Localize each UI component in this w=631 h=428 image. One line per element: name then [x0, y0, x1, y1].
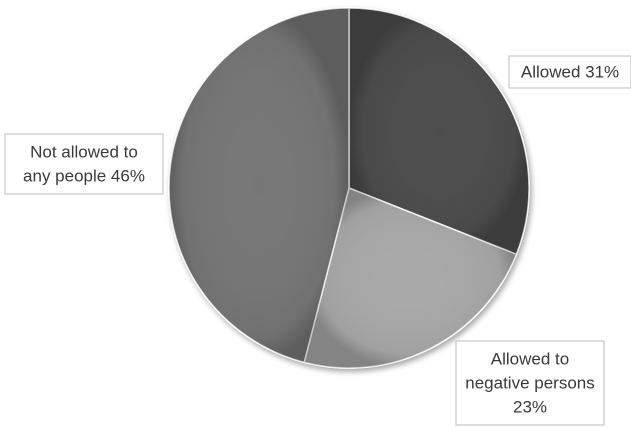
pie-slice-shade-1 — [349, 8, 529, 255]
pie-data-label-box — [455, 340, 605, 426]
pie-shading — [169, 8, 529, 368]
pie-data-label-text: negative persons — [465, 373, 594, 392]
pie-data-label-box — [508, 55, 631, 89]
pie-data-label-text: Not allowed to — [30, 142, 138, 161]
pie-data-label-text: Allowed to — [491, 349, 569, 368]
pie-data-label-2: Allowed to negative persons 23% — [455, 340, 605, 426]
pie-data-label-3: Not allowed to any people 46% — [4, 133, 164, 195]
pie-data-label-text: Allowed 31% — [521, 62, 619, 81]
pie-slice-shade-3 — [169, 8, 349, 363]
pie-data-label-1: Allowed 31% — [508, 55, 631, 89]
pie-data-label-box — [4, 133, 164, 195]
pie-slice-shade-2 — [304, 188, 517, 368]
pie-data-label-text: any people 46% — [23, 166, 145, 185]
pie-data-label-text: 23% — [513, 397, 547, 416]
pie-labels: Allowed 31% Allowed to negative persons 23%… — [4, 55, 631, 426]
